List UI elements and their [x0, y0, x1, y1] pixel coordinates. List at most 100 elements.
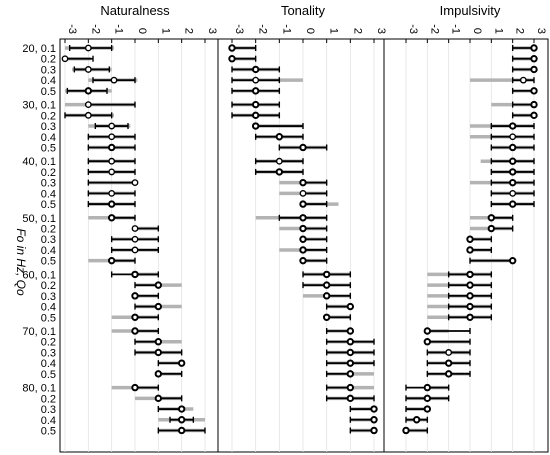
row-label: 70, 0.1 [22, 326, 56, 338]
mean-marker [131, 327, 139, 335]
mean-marker [444, 370, 453, 378]
row-label: 0.3 [41, 64, 56, 76]
row-label: 0.4 [41, 415, 56, 427]
mean-marker [530, 55, 538, 63]
mean-marker [322, 270, 331, 279]
mean-marker [251, 65, 260, 74]
panel-impulsivity: Impulsivity -3 -2 -1 0 1 2 3 [402, 3, 547, 452]
mean-marker [346, 348, 355, 357]
mean-marker [154, 281, 163, 289]
mean-marker [299, 189, 307, 197]
row-label: 0.2 [41, 54, 56, 66]
mean-marker [509, 133, 517, 141]
mean-marker [299, 200, 307, 208]
row-label: 0.3 [41, 121, 56, 133]
mean-marker [107, 200, 116, 208]
mean-marker [131, 235, 139, 243]
row-label: 0.2 [41, 393, 56, 405]
mean-marker [299, 256, 307, 265]
plot-frame [59, 38, 549, 453]
mean-marker [346, 338, 355, 346]
row-label: 0.4 [41, 75, 56, 87]
mean-marker [84, 111, 92, 119]
mean-marker [466, 235, 474, 243]
mean-marker [251, 87, 260, 95]
mean-marker [423, 327, 432, 335]
mean-marker [154, 348, 163, 357]
mean-marker [487, 214, 496, 222]
x-tick-label: -1 [450, 24, 462, 34]
row-label: 0.5 [41, 369, 56, 381]
mean-marker [508, 157, 517, 165]
x-tick-label: 3 [206, 28, 218, 34]
x-tick-label: -2 [89, 24, 101, 34]
row-label: 60, 0.1 [22, 269, 56, 281]
x-tick-label: 1 [492, 28, 504, 34]
mean-marker [107, 256, 116, 265]
mean-marker [108, 122, 116, 130]
mean-marker [131, 313, 139, 321]
mean-marker [370, 416, 378, 424]
row-label: 40, 0.1 [22, 156, 56, 168]
x-tick-label: 2 [514, 28, 526, 34]
mean-marker [108, 189, 116, 197]
row-label: 0.3 [41, 404, 56, 416]
row-label: 0.5 [41, 312, 56, 324]
row-label: 0.4 [41, 302, 56, 314]
mean-marker [107, 214, 116, 222]
mean-marker [110, 76, 118, 84]
mean-marker [299, 143, 307, 152]
mean-marker [346, 302, 355, 311]
x-tick-label: -1 [113, 24, 125, 34]
panel-title: Naturalness [100, 3, 170, 18]
row-label: 0.2 [41, 280, 56, 292]
x-tick-label: 3 [375, 28, 387, 34]
mean-marker [508, 168, 517, 176]
mean-marker [154, 394, 163, 403]
panel-title: Impulsivity [440, 3, 501, 18]
mean-marker [444, 359, 453, 367]
panel-tonality: Tonality -3 -2 -1 0 1 2 3 [228, 3, 387, 452]
mean-marker [530, 100, 538, 109]
mean-marker [423, 338, 432, 346]
mean-marker [177, 405, 186, 413]
mean-marker [131, 292, 139, 300]
mean-marker [154, 302, 163, 311]
mean-marker [84, 87, 93, 95]
mean-marker [154, 370, 163, 378]
mean-marker [107, 143, 116, 152]
mean-marker [84, 66, 92, 73]
mean-marker [84, 44, 92, 52]
x-tick-label: 0 [136, 28, 148, 34]
row-label: 0.5 [41, 142, 56, 154]
x-tick-label: -2 [428, 24, 440, 34]
mean-marker [466, 270, 474, 279]
mean-marker [346, 327, 355, 335]
mean-marker [154, 338, 163, 346]
mean-marker [84, 101, 92, 109]
mean-marker [370, 405, 378, 413]
mean-marker [275, 133, 284, 141]
mean-marker [299, 246, 307, 254]
row-label: 50, 0.1 [22, 213, 56, 225]
mean-marker [530, 65, 538, 74]
mean-marker [275, 157, 283, 165]
row-label: 30, 0.1 [22, 100, 56, 112]
mean-marker [508, 143, 517, 152]
row-label: 0.4 [41, 132, 56, 144]
mean-marker [466, 246, 474, 254]
mean-marker [508, 200, 517, 208]
mean-marker [131, 270, 139, 279]
x-tick-label: 2 [183, 28, 195, 34]
mean-marker [108, 168, 116, 176]
mean-marker [508, 178, 517, 187]
row-label: 0.2 [41, 110, 56, 122]
x-tick-label: 3 [535, 28, 547, 34]
mean-marker [299, 224, 307, 233]
mean-marker [177, 426, 186, 435]
mean-marker [131, 246, 139, 254]
mean-marker [530, 44, 538, 52]
row-label: 0.3 [41, 291, 56, 303]
mean-marker [251, 100, 260, 109]
row-label: 0.4 [41, 188, 56, 200]
